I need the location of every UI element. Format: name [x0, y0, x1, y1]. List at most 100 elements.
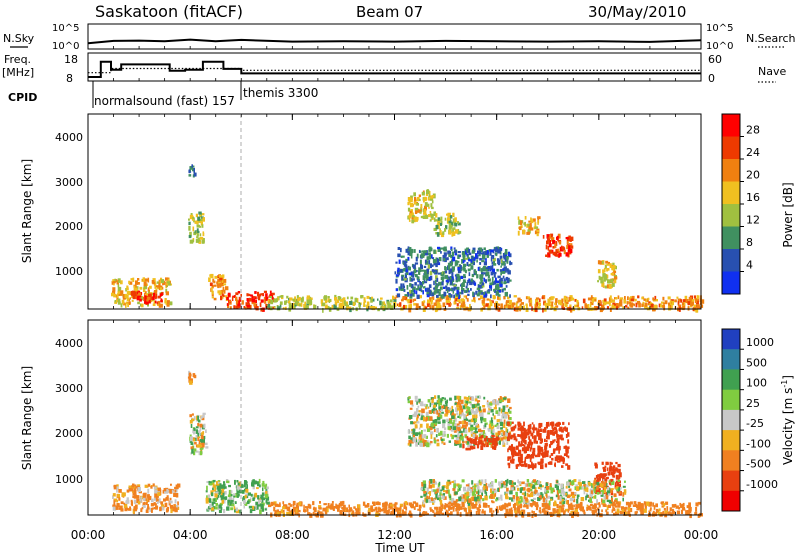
- power-cell-13: [428, 260, 431, 265]
- velocity-cell-7: [558, 428, 561, 432]
- velocity-cell-7: [567, 432, 570, 437]
- power-cell-13: [426, 278, 430, 281]
- velocity-cell-10: [490, 488, 492, 493]
- velocity-cell-5: [475, 395, 477, 401]
- velocity-cell-10: [491, 487, 494, 493]
- power-cell-0: [154, 284, 157, 289]
- velocity-cell-10: [509, 490, 513, 495]
- power-cell-13: [410, 271, 414, 276]
- velocity-cell-9: [394, 502, 397, 506]
- power-cell-4: [225, 295, 228, 298]
- power-cell-6: [306, 297, 310, 302]
- velocity-cell-5: [478, 433, 481, 438]
- velocity-cell-3: [262, 480, 265, 485]
- power-cell-7: [430, 203, 433, 208]
- power-cell-12: [543, 301, 545, 306]
- velocity-cell-3: [214, 484, 216, 489]
- power-cell-13: [426, 268, 429, 271]
- power-cell-10: [542, 235, 545, 239]
- velocity-cell-7: [554, 439, 556, 442]
- power-cell-6: [339, 297, 342, 301]
- power-cell-12: [694, 298, 698, 303]
- velocity-cell-5: [419, 401, 423, 407]
- velocity-cell-9: [672, 510, 676, 514]
- time-axis-label: Time UT: [374, 541, 425, 554]
- velocity-cell-10: [600, 492, 603, 495]
- velocity-cell-3: [244, 489, 246, 492]
- power-cell-0: [112, 279, 115, 283]
- velocity-cell-10: [500, 494, 503, 500]
- power-cell-0: [151, 292, 155, 296]
- velocity-cell-5: [507, 408, 510, 413]
- power-cell-2: [196, 224, 199, 227]
- velocity-cell-4: [343, 504, 346, 510]
- power-cell-12: [685, 299, 689, 304]
- velocity-cell-1: [191, 448, 194, 454]
- power-cell-1: [154, 300, 157, 304]
- velocity-cell-10: [423, 493, 427, 497]
- power-cell-12: [406, 299, 410, 302]
- power-cell-12: [419, 295, 422, 299]
- velocity-cell-7: [567, 465, 571, 470]
- velocity-cell-9: [485, 503, 488, 506]
- power-cell-4: [219, 282, 222, 287]
- power-cell-13: [425, 260, 429, 265]
- velocity-cell-5: [441, 397, 445, 400]
- power-colorbar-tick-label: 4: [746, 259, 753, 272]
- velocity-cell-3: [236, 480, 239, 483]
- velocity-cell-0: [129, 506, 131, 511]
- power-cell-10: [545, 254, 549, 257]
- velocity-cell-6: [467, 447, 471, 451]
- velocity-cell-7: [515, 438, 518, 442]
- velocity-cell-7: [552, 431, 555, 436]
- power-cell-12: [551, 302, 553, 307]
- velocity-cell-5: [465, 411, 468, 414]
- velocity-cell-3: [233, 493, 236, 496]
- velocity-cell-3: [213, 498, 216, 502]
- velocity-cell-10: [551, 487, 555, 491]
- velocity-cell-5: [495, 432, 498, 437]
- power-cell-8: [448, 223, 452, 228]
- velocity-cell-3: [220, 485, 223, 489]
- power-cell-0: [164, 300, 167, 304]
- velocity-cell-10: [601, 494, 604, 497]
- power-cell-5: [237, 303, 241, 307]
- power-cell-9: [524, 216, 527, 220]
- velocity-cell-10: [512, 498, 515, 502]
- velocity-cell-5: [505, 438, 509, 442]
- power-cell-11: [600, 280, 604, 284]
- power-cell-13: [451, 278, 455, 281]
- power-cell-1: [137, 292, 142, 296]
- velocity-cell-3: [245, 488, 249, 493]
- velocity-cell-9: [572, 510, 576, 515]
- power-cell-12: [550, 304, 554, 310]
- velocity-cell-9: [592, 504, 596, 510]
- power-cell-13: [500, 277, 503, 282]
- velocity-cell-3: [258, 499, 260, 505]
- velocity-cell-5: [483, 424, 486, 430]
- power-cell-12: [582, 298, 586, 304]
- power-cell-12: [448, 295, 451, 301]
- velocity-cell-3: [255, 501, 259, 507]
- velocity-cell-7: [545, 439, 548, 443]
- power-cell-5: [226, 296, 229, 301]
- velocity-cell-9: [500, 507, 503, 511]
- velocity-cell-10: [421, 482, 424, 487]
- velocity-cell-10: [470, 489, 472, 494]
- velocity-cell-10: [593, 486, 598, 489]
- velocity-cell-5: [408, 415, 413, 419]
- power-cell-6: [306, 295, 310, 299]
- power-cell-6: [323, 295, 327, 301]
- power-cell-13: [454, 261, 457, 267]
- power-cell-10: [550, 237, 555, 242]
- power-cell-4: [223, 283, 227, 286]
- power-cell-13: [441, 281, 444, 286]
- power-cell-4: [222, 287, 225, 291]
- velocity-cell-0: [154, 503, 157, 506]
- velocity-cell-1: [199, 423, 203, 428]
- power-cell-11: [612, 262, 615, 266]
- velocity-cell-9: [573, 504, 575, 508]
- velocity-cell-8: [615, 480, 619, 483]
- velocity-cell-9: [459, 512, 462, 517]
- velocity-cell-5: [465, 418, 469, 421]
